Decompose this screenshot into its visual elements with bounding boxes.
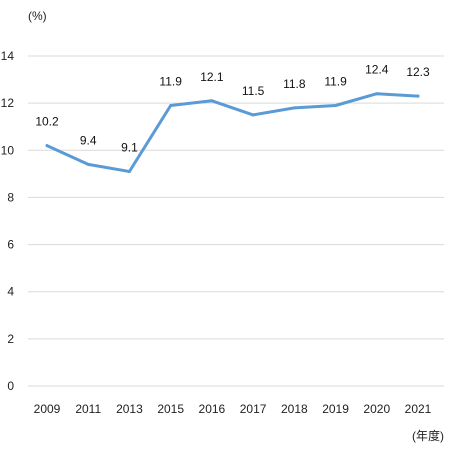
x-tick-label: 2016 (199, 402, 226, 416)
data-point (210, 99, 214, 103)
y-axis-unit-label: (%) (28, 9, 47, 23)
data-point (416, 94, 420, 98)
data-label: 11.8 (283, 77, 306, 91)
y-tick-label: 12 (1, 96, 15, 110)
x-tick-label: 2020 (363, 402, 390, 416)
data-point (45, 144, 49, 148)
x-tick-label: 2019 (322, 402, 349, 416)
gridlines (28, 55, 444, 387)
data-label: 11.5 (242, 84, 265, 98)
data-label: 11.9 (324, 75, 347, 89)
data-label: 9.4 (80, 133, 97, 147)
data-label: 12.1 (200, 70, 224, 84)
y-tick-label: 6 (7, 238, 14, 252)
data-label: 10.2 (35, 115, 59, 129)
y-tick-label: 2 (7, 332, 14, 346)
data-point (251, 113, 255, 117)
x-tick-label: 2015 (157, 402, 184, 416)
x-tick-label: 2013 (116, 402, 143, 416)
data-labels: 10.2 9.4 9.1 11.9 12.1 11.5 11.8 11.9 12.4 12.3 (35, 63, 430, 155)
data-label: 12.4 (365, 63, 389, 77)
data-point (375, 92, 379, 96)
data-label: 12.3 (406, 65, 430, 79)
data-point (86, 162, 90, 166)
data-point (169, 104, 173, 107)
data-point (292, 106, 296, 110)
x-tick-label: 2017 (240, 402, 267, 416)
data-label: 9.1 (121, 141, 138, 155)
x-axis-ticks: 2009 2011 2013 2015 2016 2017 2018 2019 2020 2021 (34, 402, 432, 416)
x-tick-label: 2009 (34, 402, 61, 416)
data-point (127, 170, 131, 173)
x-tick-label: 2021 (405, 402, 432, 416)
data-label: 11.9 (159, 75, 182, 89)
x-tick-label: 2018 (281, 402, 308, 416)
series (45, 92, 420, 173)
y-tick-label: 8 (7, 190, 14, 204)
y-axis-ticks: 0 2 4 6 8 10 12 14 (1, 49, 15, 393)
x-axis-unit-label: (年度) (412, 428, 444, 443)
x-tick-label: 2011 (75, 402, 101, 416)
y-tick-label: 4 (7, 285, 14, 299)
data-point (334, 104, 338, 107)
y-tick-label: 10 (1, 143, 15, 157)
series-line (45, 92, 420, 173)
y-tick-label: 14 (1, 49, 15, 63)
y-tick-label: 0 (7, 379, 14, 393)
